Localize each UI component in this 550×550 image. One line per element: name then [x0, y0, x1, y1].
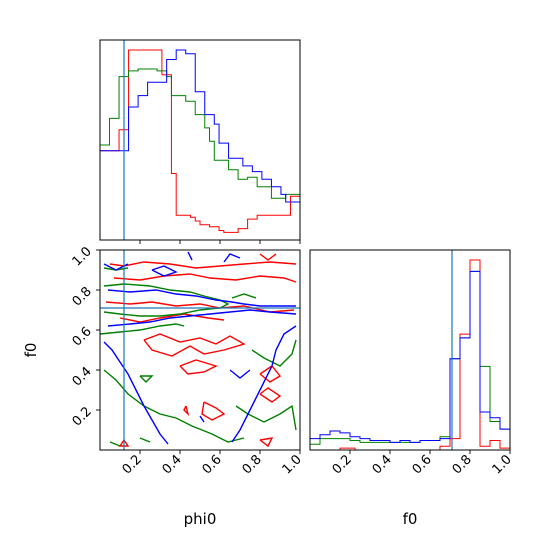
contour-line-2-1	[107, 309, 297, 327]
phi0-histogram-frame	[99, 39, 301, 241]
x-axis-label-phi0: phi0	[184, 510, 217, 528]
contour-line-2-7	[223, 253, 241, 263]
f0-histogram-frame	[309, 249, 511, 451]
contour-line-0-8	[259, 365, 282, 383]
contour-truth-lines	[100, 250, 300, 450]
x-axis-label-f0: f0	[403, 510, 418, 528]
contour-line-2-0	[107, 289, 296, 307]
f0-y-tick-label-3: 0.8	[70, 284, 95, 309]
contour-series	[99, 251, 297, 448]
f0-y-tick-label-0: 0.2	[70, 404, 95, 429]
f0-x-ticks: 0.2 0.4 0.6 0.8 1.0	[330, 450, 515, 477]
contour-line-1-8	[109, 441, 121, 447]
f0-y-tick-label-1: 0.4	[70, 364, 95, 389]
contour-line-0-9	[259, 387, 282, 403]
contour-line-0-10	[259, 437, 274, 448]
f0-histogram-series	[309, 259, 511, 451]
contour-line-0-7	[183, 405, 190, 417]
f0-hist-series-2	[309, 270, 511, 450]
contour-line-1-2	[103, 369, 245, 443]
phi0-histogram-series	[99, 49, 301, 240]
contour-line-1-0	[103, 283, 230, 317]
contour-line-0-6	[201, 401, 226, 421]
phi0-x-tick-label-4: 1.0	[280, 452, 305, 477]
contour-line-2-3	[231, 325, 297, 443]
phi0-x-tick-label-1: 0.4	[160, 452, 185, 477]
phi0-x-tick-label-3: 0.8	[240, 452, 265, 477]
phi0-hist-series-1	[99, 68, 301, 240]
contour-frame	[99, 249, 301, 451]
f0-x-tick-label-1: 0.4	[370, 452, 395, 477]
contour-line-1-6	[231, 293, 257, 299]
f0-x-tick-label-3: 0.8	[450, 452, 475, 477]
contour-line-2-4	[151, 265, 178, 277]
contour-line-2-8	[199, 415, 205, 423]
phi0-x-ticks: 0.2 0.4 0.6 0.8 1.0	[120, 450, 305, 477]
contour-line-0-5	[179, 359, 218, 375]
phi0-x-tick-label-2: 0.6	[200, 452, 225, 477]
f0-y-ticks: 0.2 0.4 0.6 0.8 1.0	[70, 244, 100, 429]
f0-y-tick-label-4: 1.0	[70, 244, 95, 269]
contour-line-0-0	[109, 261, 297, 269]
contour-line-0-4	[143, 333, 246, 357]
f0-y-tick-label-2: 0.6	[70, 324, 95, 349]
contour-line-2-9	[187, 251, 193, 261]
contour-line-0-1	[113, 273, 297, 283]
f0-x-tick-label-0: 0.2	[330, 452, 355, 477]
f0-x-tick-label-2: 0.6	[410, 452, 435, 477]
contour-line-0-2	[105, 301, 295, 313]
contour-line-0-3	[119, 313, 225, 323]
y-axis-label-f0: f0	[22, 343, 40, 358]
contour-line-2-2	[103, 341, 169, 445]
phi0-f0-contour-panel: 0.2 0.4 0.6 0.8 1.0 0.2 0.4 0.6 0.8 1.0	[70, 244, 305, 477]
contour-line-1-4	[251, 339, 297, 367]
phi0-x-tick-label-0: 0.2	[120, 452, 145, 477]
contour-line-1-3	[235, 404, 297, 431]
f0-histogram-panel: 0.2 0.4 0.6 0.8 1.0	[309, 249, 515, 477]
phi0-hist-series-2	[99, 49, 301, 240]
contour-line-0-12	[259, 253, 277, 261]
contour-line-1-9	[139, 437, 151, 443]
phi0-hist-series-0	[99, 49, 301, 240]
contour-line-2-6	[229, 369, 251, 379]
f0-x-tick-label-4: 1.0	[490, 452, 515, 477]
phi0-histogram-ticks	[139, 240, 301, 244]
phi0-histogram-panel	[99, 39, 301, 244]
contour-line-1-7	[139, 375, 154, 383]
contour-line-1-1	[99, 323, 185, 335]
